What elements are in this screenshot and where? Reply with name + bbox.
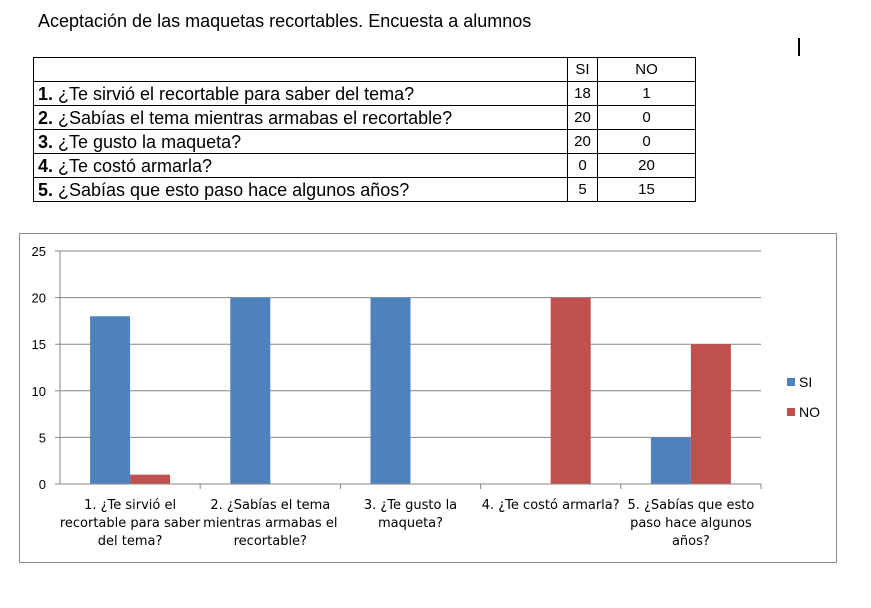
y-tick-label: 10 xyxy=(32,384,46,399)
x-tick-label: 5. ¿Sabías que esto paso hace algunos años… xyxy=(627,498,754,549)
question-text: ¿Sabías el tema mientras armabas el reco… xyxy=(53,107,453,128)
no-value-cell: 1 xyxy=(597,81,696,106)
bar-si xyxy=(370,297,411,484)
question-cell: 1. ¿Te sirvió el recortable para saber d… xyxy=(33,81,568,106)
page-title: Aceptación de las maquetas recortables. … xyxy=(38,11,532,31)
bar-si xyxy=(230,297,271,484)
x-tick-label-line: paso hace algunos xyxy=(630,516,752,531)
x-tick-label-line: del tema? xyxy=(98,534,163,549)
question-number: 4. xyxy=(38,155,54,176)
legend-label: SI xyxy=(799,374,813,390)
table-header-row: SI NO xyxy=(33,57,696,82)
y-tick-label: 25 xyxy=(32,244,46,259)
table-row: 3. ¿Te gusto la maqueta? 20 0 xyxy=(33,129,696,154)
header-no-cell: NO xyxy=(597,57,696,82)
bar-no xyxy=(690,344,731,484)
x-tick-label: 4. ¿Te costó armarla? xyxy=(482,498,620,513)
survey-table: SI NO 1. ¿Te sirvió el recortable para sab… xyxy=(33,57,696,202)
x-tick-label-line: 1. ¿Te sirvió el xyxy=(84,498,176,513)
legend-label: NO xyxy=(799,404,820,420)
x-tick-label: 3. ¿Te gusto la maqueta? xyxy=(364,498,457,531)
no-value-cell: 0 xyxy=(597,129,696,154)
y-tick-label: 15 xyxy=(32,337,46,352)
table-row: 5. ¿Sabías que esto paso hace algunos añ… xyxy=(33,177,696,202)
y-tick-label: 5 xyxy=(39,430,46,445)
header-blank-cell xyxy=(33,57,568,82)
x-tick-label-line: maqueta? xyxy=(378,516,443,531)
question-cell: 2. ¿Sabías el tema mientras armabas el r… xyxy=(33,105,568,130)
si-value-cell: 5 xyxy=(567,177,598,202)
table-row: 4. ¿Te costó armarla? 0 20 xyxy=(33,153,696,178)
question-number: 1. xyxy=(38,83,54,104)
no-value-cell: 15 xyxy=(597,177,696,202)
bar-si xyxy=(90,316,131,484)
x-tick-label-line: recortable? xyxy=(234,534,307,549)
legend-item: NO xyxy=(787,404,820,420)
x-tick-label-line: años? xyxy=(672,534,710,549)
question-cell: 4. ¿Te costó armarla? xyxy=(33,153,568,178)
header-si-cell: SI xyxy=(567,57,598,82)
legend-swatch xyxy=(787,408,795,416)
legend-swatch xyxy=(787,378,795,386)
question-text: ¿Te gusto la maqueta? xyxy=(53,131,242,152)
legend-item: SI xyxy=(787,374,820,390)
x-tick-label: 2. ¿Sabías el tema mientras armabas el rec… xyxy=(203,498,337,549)
text-cursor xyxy=(798,38,800,56)
table-row: 1. ¿Te sirvió el recortable para saber d… xyxy=(33,81,696,106)
x-tick-label-line: 5. ¿Sabías que esto xyxy=(627,498,754,513)
x-tick-label-line: 2. ¿Sabías el tema xyxy=(210,498,330,513)
bar-no xyxy=(550,297,591,484)
bar-si xyxy=(650,437,691,484)
table-row: 2. ¿Sabías el tema mientras armabas el r… xyxy=(33,105,696,130)
chart-legend: SI NO xyxy=(787,374,820,434)
question-number: 3. xyxy=(38,131,54,152)
question-number: 5. xyxy=(38,179,54,200)
x-tick-label-line: mientras armabas el xyxy=(203,516,337,531)
no-value-cell: 0 xyxy=(597,105,696,130)
question-text: ¿Te costó armarla? xyxy=(53,155,213,176)
y-tick-label: 0 xyxy=(39,477,46,492)
bar-no xyxy=(130,474,171,484)
question-cell: 5. ¿Sabías que esto paso hace algunos añ… xyxy=(33,177,568,202)
x-tick-label-line: recortable para saber xyxy=(60,516,201,531)
question-number: 2. xyxy=(38,107,54,128)
x-tick-label: 1. ¿Te sirvió el recortable para saber del… xyxy=(60,498,201,549)
y-tick-label: 20 xyxy=(32,291,46,306)
question-cell: 3. ¿Te gusto la maqueta? xyxy=(33,129,568,154)
x-tick-label-line: 4. ¿Te costó armarla? xyxy=(482,498,620,513)
question-text: ¿Te sirvió el recortable para saber del … xyxy=(53,83,415,104)
question-text: ¿Sabías que esto paso hace algunos años? xyxy=(53,179,410,200)
x-tick-label-line: 3. ¿Te gusto la xyxy=(364,498,457,513)
